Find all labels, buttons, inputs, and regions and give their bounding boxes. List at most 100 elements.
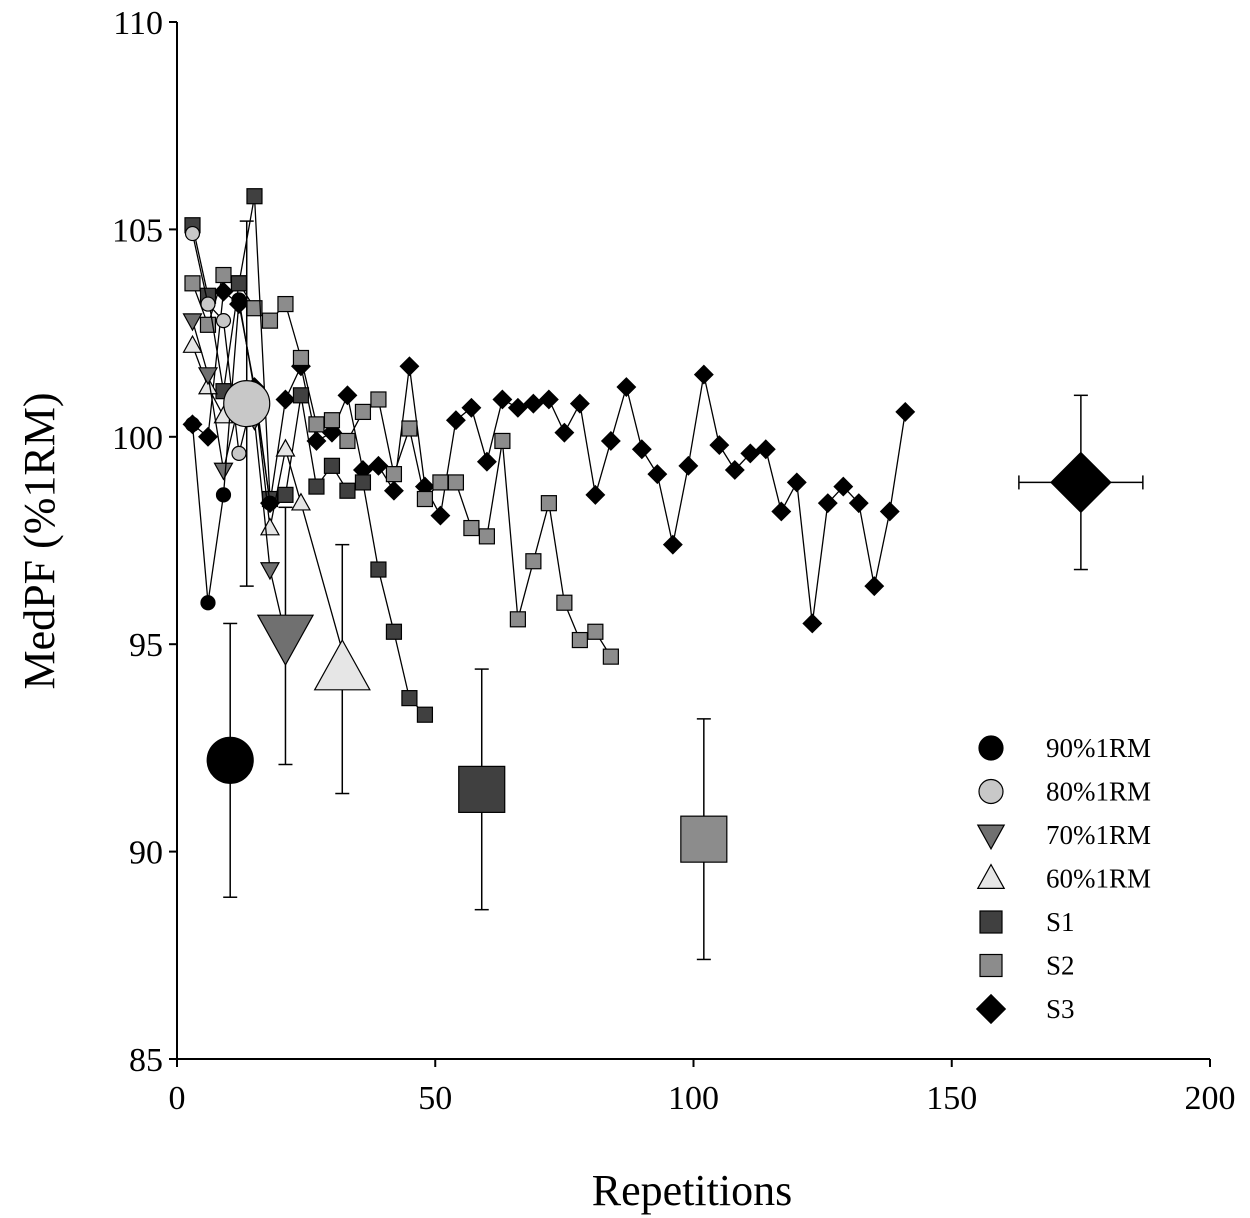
data-point-s3 [678, 455, 699, 476]
legend-item: S1 [979, 907, 1075, 937]
data-point-70pct1rm [197, 367, 219, 386]
data-point-s3 [616, 377, 637, 397]
data-point-s3 [306, 430, 327, 451]
series-70pct1rm [182, 313, 296, 647]
data-point-60pct1rm [197, 376, 219, 395]
x-ticks: 0 50 100 150 200 [169, 1059, 1236, 1117]
data-point-s2 [215, 266, 232, 284]
legend-item: 70%1RM [976, 820, 1151, 851]
x-tick-label: 0 [169, 1080, 186, 1117]
data-point-80pct1rm [184, 225, 201, 242]
data-point-s3 [879, 501, 900, 522]
data-point-70pct1rm [182, 313, 203, 332]
data-point-60pct1rm [182, 334, 203, 353]
x-tick-label: 100 [668, 1080, 719, 1117]
data-point-s3 [631, 439, 652, 460]
legend-label: 90%1RM [1046, 733, 1151, 763]
data-point-s3 [709, 435, 730, 456]
legend-label: 70%1RM [1046, 820, 1151, 850]
legend-marker [978, 778, 1004, 805]
legend-marker [979, 910, 1003, 934]
data-point-90pct1rm [184, 416, 201, 432]
mean-s3 [1018, 394, 1144, 571]
data-point-s3 [786, 472, 807, 493]
y-ticks: 85 90 95 100 105 110 [112, 5, 177, 1079]
legend-marker [975, 993, 1007, 1025]
series-line-s1 [191, 196, 426, 716]
data-point-s3 [399, 356, 420, 377]
legend-item: 90%1RM [978, 733, 1151, 763]
data-point-s1 [370, 561, 387, 578]
data-point-s3 [848, 493, 869, 514]
data-point-s2 [385, 466, 403, 483]
legend-label: S2 [1046, 951, 1075, 981]
y-tick-label: 90 [129, 835, 163, 872]
data-point-s1 [339, 482, 356, 499]
data-point-60pct1rm [290, 492, 311, 511]
x-axis-title: Repetitions [592, 1166, 792, 1215]
y-tick-label: 95 [129, 627, 163, 664]
x-tick-label: 150 [926, 1080, 977, 1117]
data-point-s3 [554, 422, 575, 443]
data-point-s2 [323, 412, 341, 429]
data-point-s1 [354, 474, 372, 491]
data-point-s3 [213, 281, 234, 302]
data-point-s1 [385, 623, 403, 640]
data-point-s3 [693, 364, 714, 385]
data-point-s3 [817, 493, 838, 514]
x-tick-label: 50 [418, 1080, 452, 1117]
data-point-s3 [833, 476, 854, 497]
data-point-s3 [895, 401, 916, 422]
data-point-80pct1rm [231, 445, 247, 461]
y-tick-label: 105 [112, 212, 163, 249]
legend-label: S1 [1046, 907, 1075, 937]
data-point-s1 [292, 387, 310, 404]
mean-marker-s2 [680, 815, 728, 863]
data-point-s2 [370, 391, 387, 408]
data-point-80pct1rm [215, 313, 232, 329]
data-point-s2 [556, 594, 573, 611]
data-point-s2 [494, 432, 511, 450]
y-tick-label: 110 [113, 5, 163, 42]
mean-marker-s3 [1050, 451, 1112, 514]
data-point-s3 [647, 464, 668, 485]
mean-marker-60pct1rm [313, 638, 371, 691]
data-point-s3 [476, 451, 497, 472]
data-point-s3 [198, 426, 218, 447]
data-point-s2 [184, 275, 201, 292]
mean-marker-s1 [458, 765, 506, 813]
legend-label: S3 [1046, 994, 1075, 1024]
mean-80pct1rm [223, 220, 271, 587]
mean-s1 [458, 668, 506, 911]
legend: 90%1RM 80%1RM 70%1RM 60%1RM S1 S2 S3 [975, 733, 1151, 1025]
data-point-s2 [540, 495, 557, 512]
legend-item: 80%1RM [978, 777, 1151, 807]
data-point-s1 [323, 457, 341, 474]
mean-marker-70pct1rm [256, 614, 315, 667]
data-point-90pct1rm [231, 292, 247, 308]
mean-marker-90pct1rm [206, 736, 254, 784]
data-point-s2 [478, 528, 495, 545]
data-point-s3 [740, 443, 761, 464]
data-point-s3 [755, 439, 776, 460]
data-point-s1 [277, 486, 294, 503]
series-line-s2 [191, 274, 612, 657]
data-point-s1 [308, 478, 325, 495]
legend-marker [976, 824, 1006, 851]
data-point-s3 [802, 613, 823, 634]
data-point-s2 [308, 416, 325, 433]
data-point-s3 [322, 422, 342, 443]
data-point-s2 [587, 623, 604, 640]
data-point-s2 [339, 432, 356, 450]
axes: 0 50 100 150 200 85 90 95 100 105 110 Repetitions… [15, 5, 1236, 1215]
data-point-70pct1rm [259, 562, 280, 581]
data-point-s2 [509, 611, 526, 628]
data-point-s2 [447, 474, 465, 491]
mean-s2 [680, 718, 728, 961]
data-point-90pct1rm [200, 595, 216, 611]
data-point-s2 [401, 420, 418, 437]
mean-marker-80pct1rm [223, 380, 271, 428]
legend-item: S3 [975, 993, 1075, 1025]
data-point-s2 [602, 648, 619, 665]
data-point-s3 [430, 505, 451, 526]
